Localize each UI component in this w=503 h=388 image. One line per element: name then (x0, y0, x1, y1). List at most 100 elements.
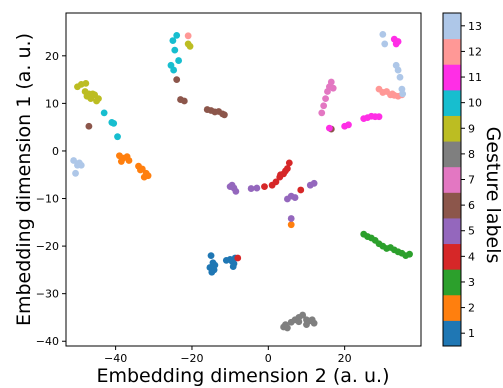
data-point-gesture-10 (100, 109, 108, 117)
data-point-gesture-4 (282, 167, 289, 175)
data-point-gesture-8 (308, 316, 316, 324)
data-point-gesture-9 (82, 80, 90, 87)
data-point-gesture-11 (325, 124, 333, 132)
data-point-gesture-10 (110, 119, 118, 127)
colorbar-tick-label: 1 (468, 327, 475, 340)
y-tick-label: 10 (45, 97, 59, 110)
colorbar-swatch-1 (443, 320, 461, 347)
data-point-gesture-2 (140, 173, 148, 181)
y-tick-label: −30 (36, 288, 59, 301)
colorbar-tick-label: 7 (468, 174, 475, 187)
data-point-gesture-5 (287, 215, 295, 222)
colorbar-tick-label: 3 (468, 276, 475, 289)
data-point-gesture-10 (171, 46, 179, 54)
colorbar-swatch-12 (443, 38, 461, 65)
data-point-gesture-11 (345, 121, 352, 129)
data-point-gesture-13 (396, 73, 404, 81)
data-point-gesture-6 (221, 111, 228, 119)
colorbar-tick-label: 6 (468, 199, 475, 212)
data-point-gesture-2 (117, 158, 125, 165)
data-point-gesture-7 (318, 109, 326, 117)
data-point-gesture-4 (272, 178, 280, 186)
data-point-gesture-13 (379, 31, 387, 38)
y-tick-label: −20 (36, 240, 59, 253)
colorbar-swatch-13 (443, 13, 461, 40)
data-point-gesture-5 (247, 185, 255, 192)
data-point-gesture-7 (320, 102, 328, 110)
y-tick-label: 20 (45, 50, 59, 63)
colorbar-title: Gesture labels (482, 127, 503, 264)
data-point-gesture-2 (125, 157, 133, 164)
points-layer (70, 31, 413, 332)
colorbar-swatch-2 (443, 294, 461, 321)
y-tick-label: 0 (52, 145, 59, 158)
data-point-gesture-10 (175, 57, 183, 64)
colorbar-swatch-7 (443, 166, 461, 193)
data-point-gesture-4 (234, 254, 242, 262)
data-point-gesture-5 (291, 194, 299, 201)
x-axis-title: Embedding dimension 2 (a. u.) (96, 365, 389, 387)
data-point-gesture-6 (180, 97, 188, 105)
x-tick-label: −40 (104, 352, 127, 365)
data-point-gesture-1 (207, 252, 215, 260)
colorbar-swatch-9 (443, 115, 461, 142)
colorbar-swatch-11 (443, 64, 461, 91)
data-point-gesture-8 (303, 321, 310, 328)
data-point-gesture-4 (261, 183, 268, 191)
data-point-gesture-9 (95, 95, 102, 103)
data-point-gesture-5 (253, 184, 261, 192)
data-point-gesture-1 (208, 268, 216, 276)
data-point-gesture-1 (229, 263, 237, 270)
data-point-gesture-4 (277, 171, 284, 179)
data-point-gesture-13 (381, 40, 389, 48)
data-point-gesture-4 (285, 159, 293, 167)
colorbar-tick-label: 9 (468, 122, 475, 135)
data-point-gesture-3 (406, 250, 413, 258)
colorbar-tick-label: 11 (468, 71, 482, 84)
y-tick-label: −40 (36, 335, 59, 348)
data-point-gesture-10 (173, 31, 181, 39)
data-point-gesture-5 (310, 179, 318, 187)
data-point-gesture-4 (297, 186, 305, 194)
data-point-gesture-10 (114, 133, 121, 141)
colorbar-swatch-10 (443, 89, 461, 116)
plot-frame (65, 12, 422, 347)
data-point-gesture-10 (170, 66, 178, 74)
y-axis-title: Embedding dimension 1 (a. u.) (13, 33, 35, 326)
data-point-gesture-7 (327, 78, 335, 86)
x-axis: −40 −20 0 20 (104, 346, 352, 365)
data-point-gesture-13 (394, 66, 402, 74)
y-tick-label: −10 (36, 193, 59, 206)
data-point-gesture-8 (299, 311, 307, 319)
x-tick-label: 0 (265, 352, 272, 365)
data-point-gesture-5 (232, 187, 240, 195)
data-point-gesture-13 (72, 169, 79, 177)
data-point-gesture-13 (70, 157, 78, 164)
colorbar-tick-label: 2 (468, 302, 475, 315)
colorbar-swatch-4 (443, 243, 461, 270)
data-point-gesture-11 (394, 38, 402, 45)
colorbar-swatch-5 (443, 217, 461, 245)
colorbar-swatch-3 (443, 269, 461, 296)
data-point-gesture-9 (186, 42, 194, 50)
colorbar-swatch-8 (443, 141, 461, 168)
data-point-gesture-8 (283, 324, 291, 332)
x-tick-label: −20 (180, 352, 203, 365)
data-point-gesture-11 (375, 113, 383, 121)
colorbar-tick-label: 8 (468, 148, 475, 161)
y-axis: −40 −30 −20 −10 0 10 20 (36, 50, 66, 348)
data-point-gesture-8 (295, 318, 303, 326)
data-point-gesture-7 (322, 95, 329, 103)
data-point-gesture-12 (184, 32, 192, 40)
data-point-gesture-2 (287, 221, 295, 229)
colorbar-tick-label: 12 (468, 45, 482, 58)
colorbar-tick-label: 13 (468, 20, 482, 33)
x-tick-label: 20 (338, 352, 352, 365)
data-point-gesture-13 (399, 90, 407, 98)
colorbar-tick-label: 10 (468, 97, 482, 110)
data-point-gesture-13 (77, 161, 85, 169)
data-point-gesture-10 (169, 37, 177, 44)
